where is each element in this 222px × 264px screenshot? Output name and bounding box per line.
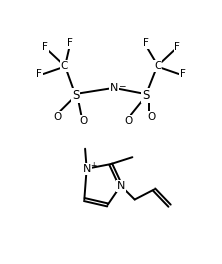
Text: O: O — [148, 112, 156, 122]
Text: O: O — [53, 112, 61, 122]
Text: O: O — [124, 116, 133, 126]
Text: C: C — [60, 61, 68, 71]
Text: S: S — [142, 89, 149, 102]
Text: N: N — [82, 164, 91, 174]
Text: O: O — [79, 116, 88, 126]
Text: F: F — [42, 42, 48, 52]
Text: F: F — [180, 69, 186, 79]
Text: F: F — [36, 69, 42, 79]
Text: −: − — [118, 81, 126, 90]
Text: N: N — [110, 83, 118, 93]
Text: +: + — [91, 161, 97, 170]
Text: F: F — [67, 38, 73, 48]
Text: F: F — [174, 42, 180, 52]
Text: N: N — [117, 181, 125, 191]
Text: S: S — [72, 89, 79, 102]
Text: C: C — [154, 61, 162, 71]
Text: F: F — [143, 38, 149, 48]
